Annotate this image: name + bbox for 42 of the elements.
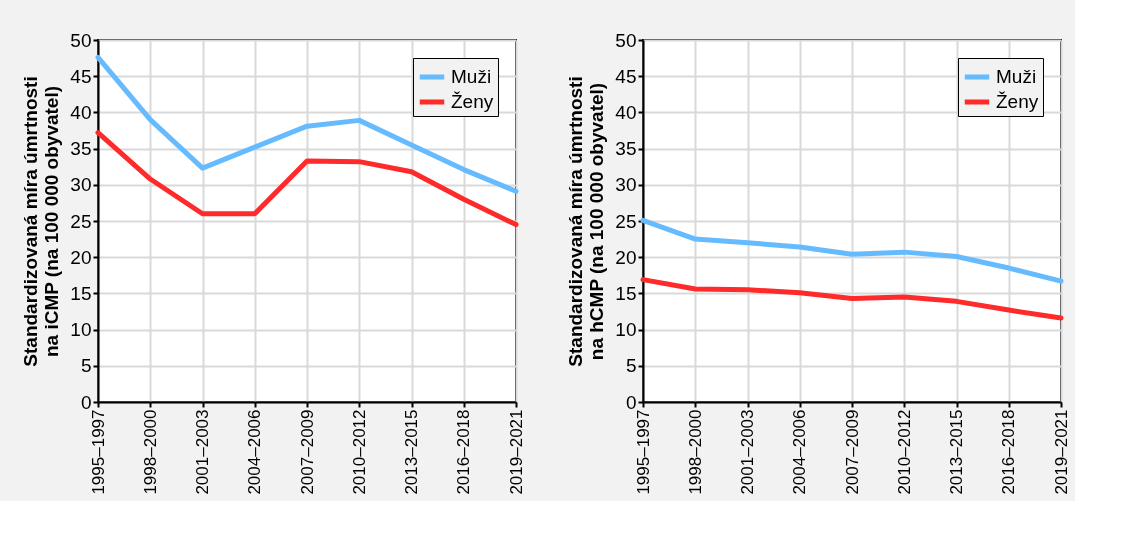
y-tick-label: 30 <box>70 174 92 196</box>
x-tick-label: 2016–2018 <box>454 409 474 495</box>
legend-label: Muži <box>451 66 492 87</box>
y-tick-label: 50 <box>70 29 92 51</box>
y-axis-title: Standardizovaná míra úmrtnosti na iCMP (na 100 000 obyvatel) <box>20 76 63 367</box>
y-tick-label: 45 <box>70 65 92 87</box>
y-axis-title: Standardizovaná míra úmrtnosti na hCMP (na 100 000 obyvatel) <box>565 76 608 367</box>
legend-label: Ženy <box>996 91 1039 112</box>
x-tick-label: 2004–2006 <box>245 409 265 495</box>
x-tick-label: 2013–2015 <box>947 409 966 495</box>
x-tick-label: 1998–2000 <box>140 409 160 495</box>
y-tick-label: 35 <box>615 138 637 160</box>
x-tick-label: 2001–2003 <box>193 409 212 495</box>
y-tick-label: 5 <box>80 355 92 377</box>
x-tick-label: 1998–2000 <box>685 409 705 495</box>
y-tick-label: 35 <box>70 138 92 160</box>
y-tick-label: 25 <box>615 210 637 232</box>
x-tick-label: 2010–2012 <box>349 409 369 495</box>
x-tick-label: 2019–2021 <box>1051 409 1071 495</box>
legend-label: Ženy <box>451 91 494 112</box>
x-tick-label: 2004–2006 <box>790 409 810 495</box>
y-tick-label: 50 <box>615 29 637 51</box>
y-tick-label: 40 <box>615 101 637 123</box>
y-tick-label: 20 <box>70 246 92 268</box>
x-tick-label: 2010–2012 <box>894 409 914 495</box>
legend-label: Muži <box>996 66 1037 87</box>
x-tick-label: 2001–2003 <box>738 409 757 495</box>
y-tick-label: 25 <box>70 210 92 232</box>
y-tick-label: 15 <box>70 282 92 304</box>
y-tick-label: 45 <box>615 65 637 87</box>
y-tick-label: 30 <box>615 174 637 196</box>
y-tick-label: 5 <box>625 355 637 377</box>
y-tick-label: 20 <box>615 246 637 268</box>
x-tick-label: 2016–2018 <box>999 409 1019 495</box>
y-tick-label: 15 <box>615 282 637 304</box>
x-tick-label: 2007–2009 <box>297 409 317 495</box>
y-tick-label: 10 <box>70 319 92 341</box>
y-tick-label: 40 <box>70 101 92 123</box>
x-tick-label: 2013–2015 <box>402 409 421 495</box>
x-tick-label: 2007–2009 <box>842 409 862 495</box>
y-tick-label: 10 <box>615 319 637 341</box>
x-tick-label: 2019–2021 <box>506 409 526 495</box>
